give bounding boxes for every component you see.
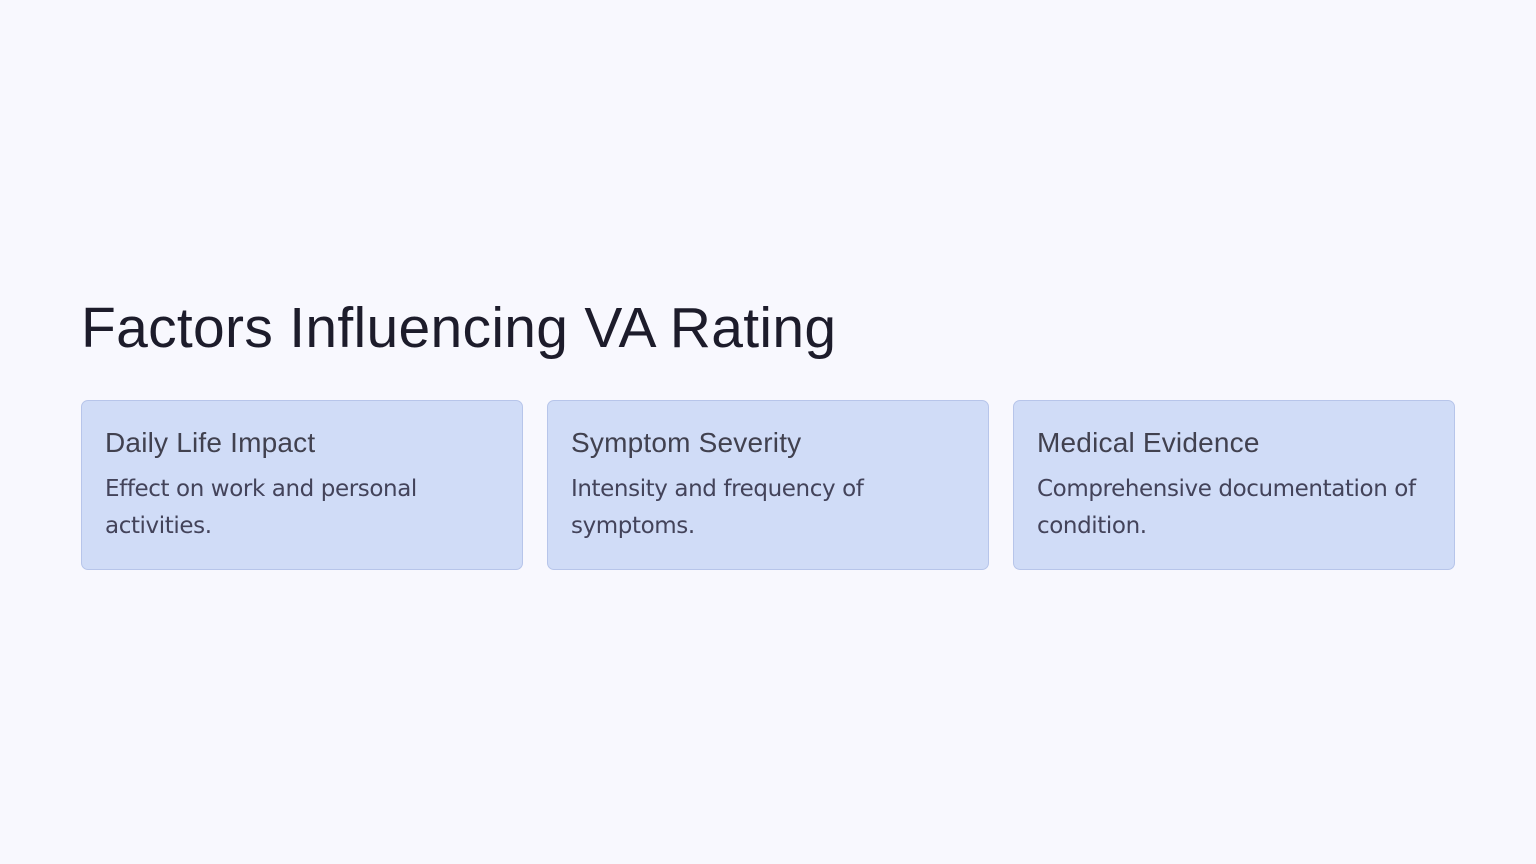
card-description: Comprehensive documentation of condition… (1037, 476, 1416, 539)
card-symptom-severity: Symptom Severity Intensity and frequency… (547, 400, 989, 570)
card-medical-evidence: Medical Evidence Comprehensive documenta… (1013, 400, 1455, 570)
card-title: Daily Life Impact (105, 427, 316, 458)
factor-cards: Daily Life Impact Effect on work and per… (81, 400, 1455, 570)
card-title: Symptom Severity (571, 427, 802, 458)
card-title: Medical Evidence (1037, 427, 1260, 458)
card-description: Intensity and frequency of symptoms. (571, 476, 864, 539)
card-daily-life-impact: Daily Life Impact Effect on work and per… (81, 400, 523, 570)
card-description: Effect on work and personal activities. (105, 476, 417, 539)
page-title: Factors Influencing VA Rating (81, 296, 837, 360)
